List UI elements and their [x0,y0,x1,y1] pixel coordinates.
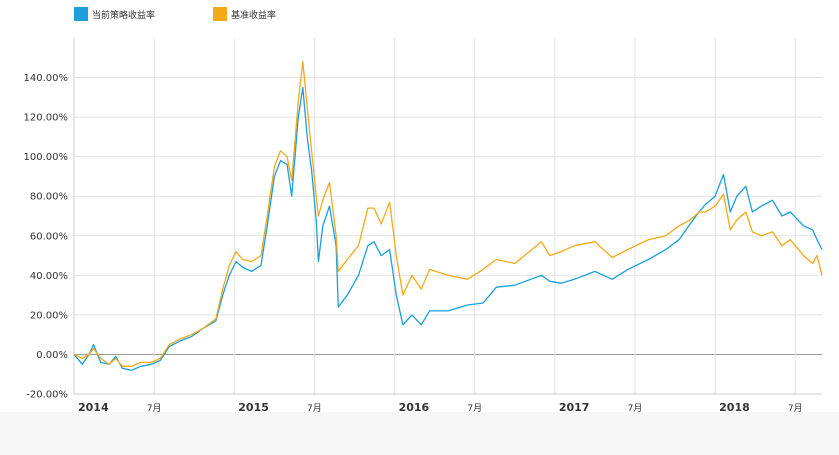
legend: 当前策略收益率 基准收益率 [74,5,334,23]
y-tick-label: 80.00% [30,192,68,203]
legend-label-benchmark: 基准收益率 [231,10,277,21]
y-tick-label: -20.00% [26,390,68,401]
series-line-strategy [73,86,823,371]
x-tick-label: 7月 [788,403,803,414]
legend-label-strategy: 当前策略收益率 [92,10,156,21]
legend-item-strategy[interactable]: 当前策略收益率 [74,7,155,21]
x-tick-label: 2016 [399,401,430,414]
y-tick-label: 0.00% [36,350,68,361]
series-line-benchmark [73,61,823,367]
x-tick-label: 2017 [559,401,590,414]
y-tick-label: 120.00% [24,113,69,124]
x-tick-label: 7月 [147,403,162,414]
x-tick-label: 7月 [467,403,482,414]
footer-band [0,412,839,455]
legend-swatch-strategy [74,7,88,21]
y-tick-label: 100.00% [24,152,69,163]
y-tick-label: 60.00% [30,231,68,242]
x-tick-label: 7月 [628,403,643,414]
legend-swatch-benchmark [213,7,228,21]
legend-item-benchmark[interactable]: 基准收益率 [213,7,276,21]
y-tick-label: 20.00% [30,310,68,321]
x-tick-label: 2015 [238,401,269,414]
y-tick-label: 140.00% [24,73,69,84]
x-tick-label: 2018 [719,401,750,414]
y-tick-label: 40.00% [30,271,68,282]
x-tick-label: 7月 [307,403,322,414]
x-tick-label: 2014 [78,401,109,414]
